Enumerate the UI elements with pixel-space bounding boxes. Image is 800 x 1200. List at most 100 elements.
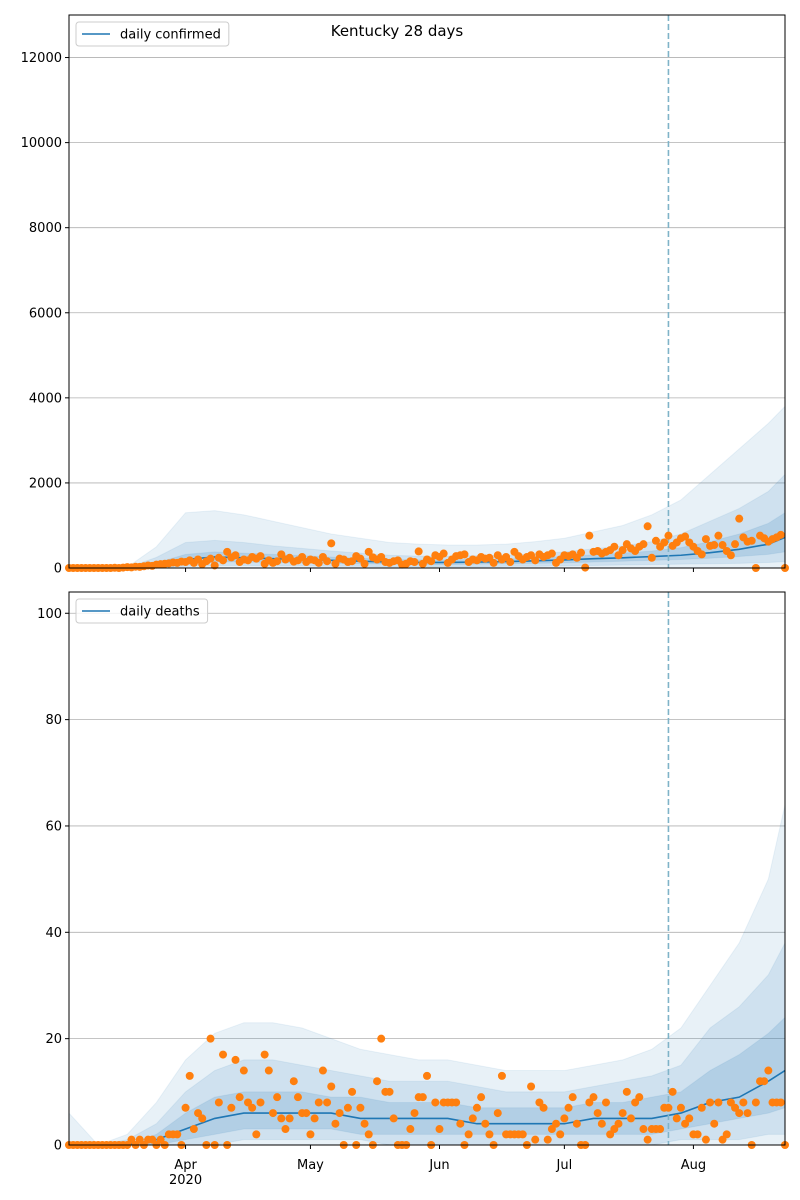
observed-point [614,1119,623,1128]
observed-point [468,1114,477,1123]
observed-point [431,1098,440,1107]
observed-point [219,1050,228,1059]
observed-point [776,530,785,539]
observed-point [360,559,369,568]
y-tick-label: 6000 [29,306,62,321]
observed-point [560,1114,569,1123]
observed-point [385,1087,394,1096]
observed-point [214,1098,223,1107]
observed-point [635,1093,644,1102]
observed-point [622,1087,631,1096]
observed-point [651,536,660,545]
observed-point [547,549,556,558]
observed-point [676,1103,685,1112]
observed-point [552,1119,561,1128]
observed-point [710,541,719,550]
y-tick-label: 80 [45,713,62,728]
observed-point [256,552,265,561]
y-tick-label: 8000 [29,221,62,236]
observed-point [647,553,656,562]
observed-point [302,1109,311,1118]
observed-point [335,1109,344,1118]
x-tick-label: Jul [556,1158,573,1173]
observed-point [198,1114,207,1123]
observed-point [252,1130,261,1139]
observed-point [327,1082,336,1091]
observed-point [427,557,436,566]
observed-point [364,547,373,556]
observed-point [406,1125,415,1134]
observed-point [452,1098,461,1107]
uncertainty-band [69,942,785,1145]
observed-point [681,532,690,541]
observed-point [235,1093,244,1102]
observed-point [714,531,723,540]
observed-point [626,1114,635,1123]
x-tick-label: Aug [681,1158,706,1173]
observed-point [439,549,448,558]
observed-point [497,1071,506,1080]
x-tick-label: May [297,1158,324,1173]
observed-point [289,1077,298,1086]
observed-point [248,1103,257,1112]
observed-point [410,558,419,567]
y-tick-label: 100 [37,607,62,622]
observed-point [206,1034,215,1043]
observed-point [739,1098,748,1107]
observed-point [639,540,648,549]
observed-point [293,1093,302,1102]
observed-point [181,1103,190,1112]
observed-point [597,1119,606,1128]
observed-point [506,558,515,567]
observed-point [364,1130,373,1139]
observed-point [697,550,706,559]
observed-point [710,1119,719,1128]
y-tick-label: 60 [45,819,62,834]
observed-point [256,1098,265,1107]
observed-point [314,1098,323,1107]
uncertainty-band [69,405,785,568]
observed-point [564,1103,573,1112]
observed-point [643,1135,652,1144]
legend-label: daily confirmed [120,28,221,43]
x-tick-label: Apr 2020 [169,1158,202,1188]
y-tick-label: 0 [54,562,62,577]
observed-point [643,522,652,531]
observed-point [493,1109,502,1118]
axes-frame [68,14,786,569]
observed-point [231,551,240,560]
observed-point [531,556,540,565]
observed-point [668,1087,677,1096]
observed-point [527,1082,536,1091]
observed-point [764,1066,773,1075]
observed-point [418,1093,427,1102]
observed-point [543,1135,552,1144]
observed-point [485,1130,494,1139]
uncertainty-band [69,804,785,1145]
observed-point [348,1087,357,1096]
observed-point [589,1093,598,1102]
observed-point [456,1119,465,1128]
legend-box [75,21,230,47]
observed-point [726,551,735,560]
observed-point [701,535,710,544]
observed-point [656,1125,665,1134]
observed-point [323,557,332,566]
observed-point [568,1093,577,1102]
observed-point [239,1066,248,1075]
observed-point [306,1130,315,1139]
y-tick-label: 40 [45,926,62,941]
observed-point [585,531,594,540]
observed-point [664,1103,673,1112]
observed-point [481,1119,490,1128]
observed-point [331,1119,340,1128]
observed-point [531,1135,540,1144]
observed-point [610,542,619,551]
legend-label: daily deaths [120,605,200,620]
observed-point [210,561,219,570]
observed-point [518,1130,527,1139]
observed-point [310,1114,319,1123]
observed-point [602,1098,610,1107]
observed-point [323,1098,332,1107]
observed-point [685,1114,694,1123]
